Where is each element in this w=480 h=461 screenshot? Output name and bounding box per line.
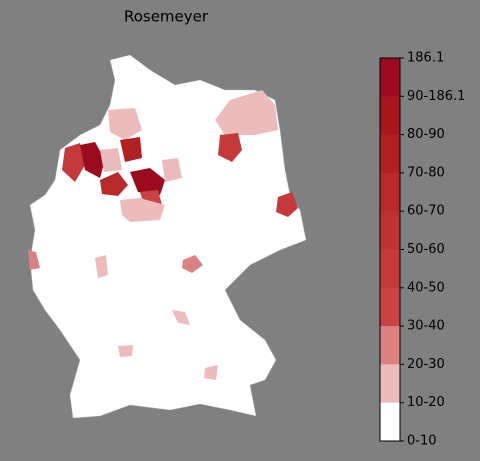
region — [100, 148, 122, 172]
region — [162, 158, 182, 182]
map-title: Rosemeyer — [124, 8, 209, 26]
colorbar-band — [380, 364, 400, 404]
region — [218, 133, 242, 162]
colorbar-label: 50-60 — [407, 242, 445, 257]
region — [172, 310, 190, 325]
colorbar-label: 80-90 — [407, 127, 445, 142]
region — [28, 250, 40, 270]
colorbar-band — [380, 172, 400, 212]
colorbar-label: 70-80 — [407, 165, 445, 180]
colorbar-label: 10-20 — [407, 395, 445, 410]
colorbar-label: 60-70 — [407, 204, 445, 219]
region — [182, 255, 203, 273]
colorbar-band — [380, 134, 400, 174]
germany-map — [28, 54, 307, 419]
colorbar-band — [380, 287, 400, 327]
colorbar: 186.1 90-186.1 80-90 70-80 60-70 50-60 40-50 30… — [379, 51, 465, 449]
region — [204, 365, 218, 380]
colorbar-label: 40-50 — [407, 280, 445, 295]
colorbar-label: 0-10 — [407, 434, 437, 449]
colorbar-band — [380, 402, 400, 442]
region — [100, 172, 128, 196]
colorbar-band — [380, 96, 400, 136]
colorbar-label: 90-186.1 — [407, 89, 465, 104]
region — [130, 168, 165, 195]
colorbar-band — [380, 249, 400, 289]
region — [108, 108, 142, 140]
region — [95, 255, 108, 278]
colorbar-label: 186.1 — [407, 51, 444, 66]
region — [120, 137, 142, 162]
region — [80, 142, 105, 178]
region — [118, 345, 133, 357]
colorbar-label: 20-30 — [407, 357, 445, 372]
colorbar-band — [380, 58, 400, 97]
region — [120, 198, 165, 222]
region — [215, 90, 278, 135]
region — [276, 192, 298, 217]
region — [62, 143, 85, 182]
colorbar-band — [380, 326, 400, 365]
colorbar-band — [380, 211, 400, 250]
colorbar-label: 30-40 — [407, 319, 445, 334]
